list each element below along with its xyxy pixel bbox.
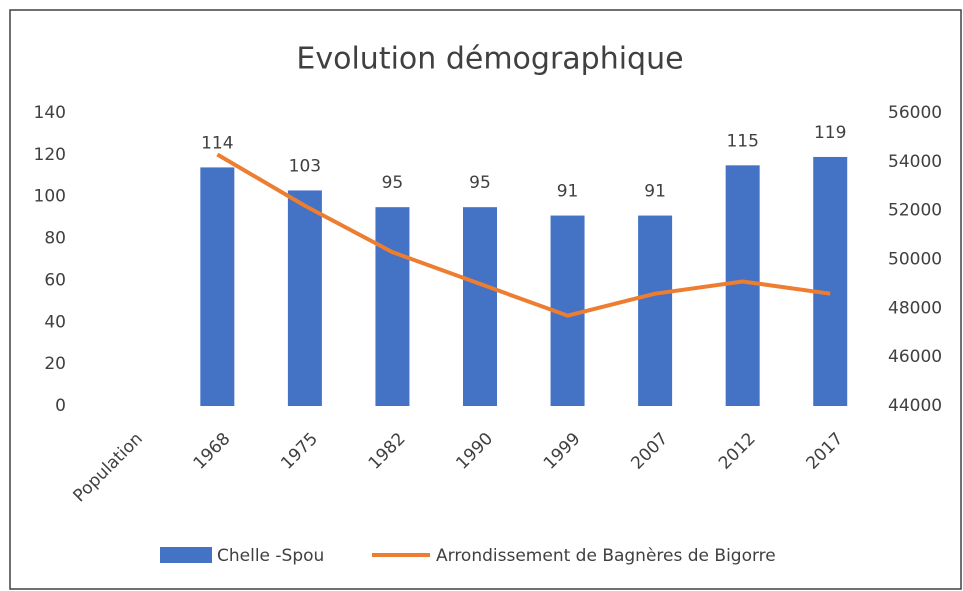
value-label: 95 xyxy=(382,173,404,193)
y-tick-label: 60 xyxy=(44,270,66,290)
bar xyxy=(725,165,760,406)
y2-tick-label: 54000 xyxy=(888,152,942,172)
value-label: 91 xyxy=(557,182,579,202)
y2-tick-label: 48000 xyxy=(888,298,942,318)
y2-tick-label: 44000 xyxy=(888,396,942,416)
chart-title: Evolution démographique xyxy=(296,42,683,77)
bar xyxy=(463,207,497,406)
y2-tick-label: 50000 xyxy=(888,250,942,270)
y-tick-label: 140 xyxy=(34,103,66,123)
y-tick-label: 40 xyxy=(44,312,66,332)
y2-tick-label: 46000 xyxy=(888,347,942,367)
y-tick-label: 100 xyxy=(34,187,66,207)
legend-swatch xyxy=(160,547,212,563)
value-label: 115 xyxy=(726,131,758,151)
y-tick-label: 80 xyxy=(44,229,66,249)
bar xyxy=(638,215,673,406)
value-label: 119 xyxy=(814,123,846,143)
bar xyxy=(813,156,848,406)
bar xyxy=(375,207,410,406)
bar xyxy=(287,190,322,406)
y-tick-label: 0 xyxy=(55,396,66,416)
y-tick-label: 20 xyxy=(44,354,66,374)
value-label: 114 xyxy=(201,133,233,153)
value-label: 103 xyxy=(289,156,321,176)
value-label: 95 xyxy=(469,173,491,193)
value-label: 91 xyxy=(644,182,666,202)
bar xyxy=(200,167,235,406)
legend-label: Arrondissement de Bagnères de Bigorre xyxy=(436,546,776,566)
y2-tick-label: 56000 xyxy=(888,103,942,123)
y-tick-label: 120 xyxy=(34,145,66,165)
y2-tick-label: 52000 xyxy=(888,201,942,221)
legend-label: Chelle -Spou xyxy=(217,546,324,566)
line xyxy=(216,152,831,318)
